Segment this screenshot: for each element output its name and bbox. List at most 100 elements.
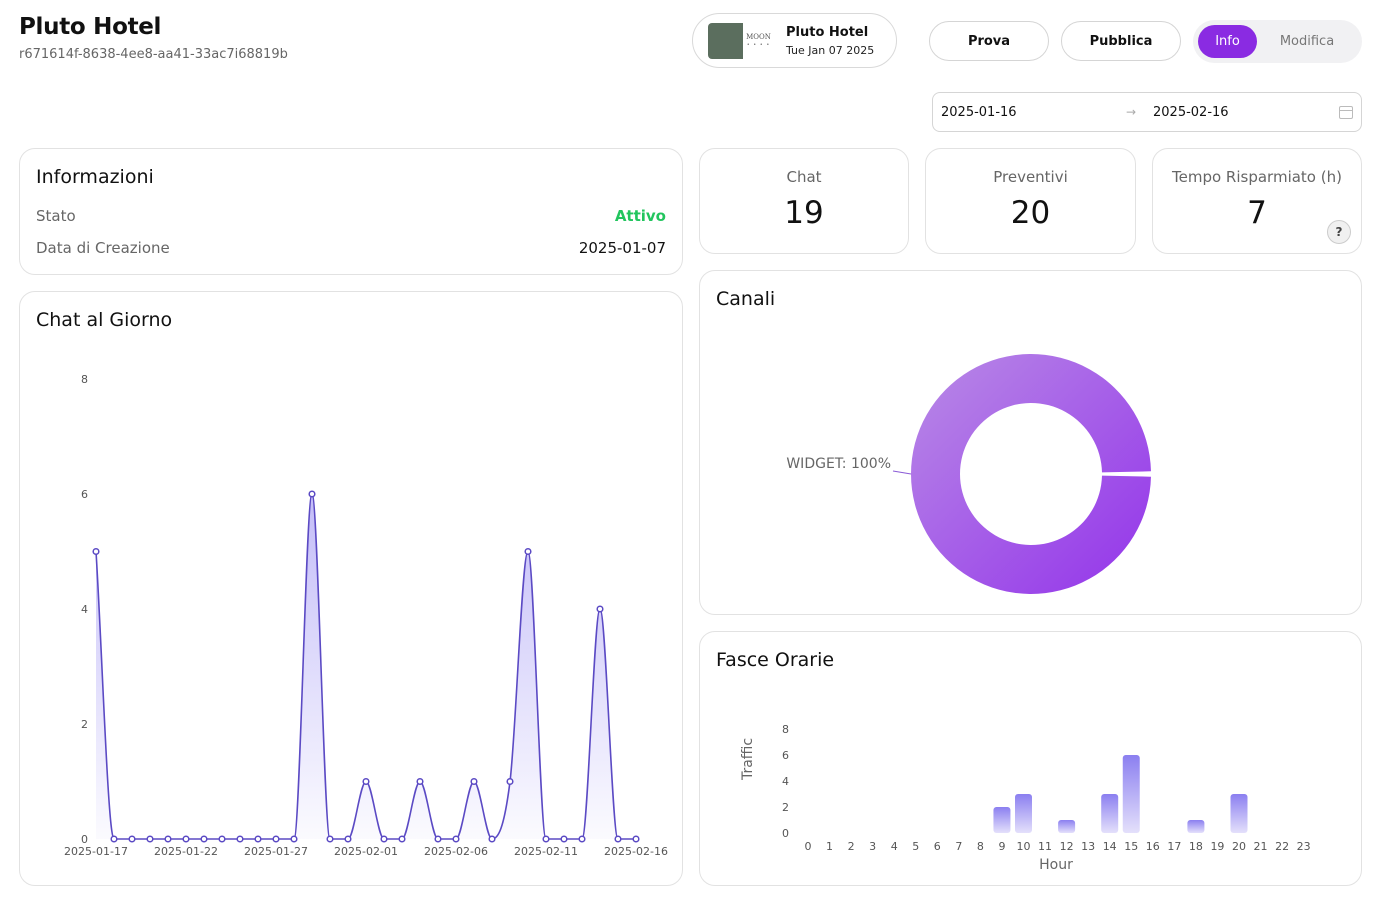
y-tick-label: 6: [81, 488, 88, 501]
chat-stat-card: Chat 19: [699, 148, 909, 254]
pubblica-button[interactable]: Pubblica: [1061, 21, 1181, 61]
data-point: [434, 835, 442, 843]
data-point: [128, 835, 136, 843]
y-tick-label: 0: [782, 827, 789, 840]
slice-label-leader: [892, 470, 912, 475]
data-point: [452, 835, 460, 843]
status-badge: Attivo: [614, 207, 666, 225]
stato-label: Stato: [36, 207, 76, 225]
x-tick-label: 13: [1081, 840, 1095, 853]
x-tick-label: 18: [1189, 840, 1203, 853]
date-range-end[interactable]: 2025-02-16: [1153, 104, 1229, 120]
traffic-bar: [1058, 820, 1076, 833]
modifica-tab[interactable]: Modifica: [1279, 34, 1335, 49]
data-point: [146, 835, 154, 843]
x-tick-label: 2025-01-22: [154, 845, 218, 858]
canali-card: Canali WIDGET: 100%: [699, 270, 1362, 615]
y-tick-label: 8: [782, 723, 789, 736]
data-point: [272, 835, 280, 843]
preventivi-stat-label: Preventivi: [993, 168, 1068, 186]
calendar-icon[interactable]: [1339, 105, 1353, 119]
prova-button[interactable]: Prova: [929, 21, 1049, 61]
y-tick-label: 4: [782, 775, 789, 788]
data-point: [560, 835, 568, 843]
x-tick-label: 20: [1232, 840, 1246, 853]
x-tick-label: 0: [805, 840, 812, 853]
tempo-stat-label: Tempo Risparmiato (h): [1172, 168, 1342, 186]
traffic-bar: [1230, 794, 1248, 833]
data-point: [488, 835, 496, 843]
x-tick-label: 11: [1038, 840, 1052, 853]
x-tick-label: 1: [826, 840, 833, 853]
x-tick-label: 21: [1254, 840, 1268, 853]
hotel-logo-text: MOON: [746, 32, 771, 41]
traffic-bar: [1101, 794, 1119, 833]
x-tick-label: 8: [977, 840, 984, 853]
data-point: [92, 547, 100, 556]
x-tick-label: 7: [955, 840, 962, 853]
chat-stat-value: 19: [784, 195, 824, 231]
y-tick-label: 6: [782, 749, 789, 762]
hotel-name: Pluto Hotel: [786, 24, 869, 40]
chat-per-day-title: Chat al Giorno: [36, 309, 173, 331]
hotel-logo-icon: MOON • • • •: [743, 22, 774, 59]
y-tick-label: 4: [81, 603, 88, 616]
y-axis-label: Traffic: [740, 738, 756, 781]
traffic-bar: [1187, 820, 1205, 833]
donut-slice: [911, 354, 1151, 594]
hotel-date: Tue Jan 07 2025: [786, 43, 875, 57]
data-point: [380, 835, 388, 843]
data-point: [308, 490, 316, 498]
x-tick-label: 4: [891, 840, 898, 853]
stato-row: Stato Attivo: [36, 207, 666, 225]
informazioni-title: Informazioni: [36, 166, 154, 188]
x-tick-label: 2025-01-27: [244, 845, 308, 858]
canali-donut-chart: WIDGET: 100%: [786, 354, 1151, 594]
chat-per-day-card: Chat al Giorno 0 2 4 6 8 2025-01-17 2025-01-22…: [19, 291, 683, 886]
data-point: [398, 835, 406, 843]
date-range-start[interactable]: 2025-01-16: [941, 104, 1017, 120]
preventivi-stat-card: Preventivi 20: [925, 148, 1136, 254]
x-tick-label: 5: [912, 840, 919, 853]
tempo-stat-card: Tempo Risparmiato (h) 7 ?: [1152, 148, 1362, 254]
y-tick-label: 0: [81, 833, 88, 846]
x-tick-label: 9: [998, 840, 1005, 853]
help-icon[interactable]: ?: [1327, 220, 1351, 244]
data-point: [254, 835, 262, 843]
data-point: [632, 835, 640, 843]
x-tick-label: 19: [1210, 840, 1224, 853]
fasce-orarie-title: Fasce Orarie: [716, 649, 835, 671]
traffic-bar: [993, 807, 1011, 833]
x-tick-label: 2025-02-01: [334, 845, 398, 858]
x-tick-label: 10: [1017, 840, 1031, 853]
traffic-bar: [1015, 794, 1032, 833]
creazione-value: 2025-01-07: [578, 239, 666, 257]
x-tick-label: 23: [1297, 840, 1311, 853]
x-tick-label: 2025-01-17: [64, 845, 128, 858]
chat-area-fill: [96, 494, 636, 839]
x-tick-label: 12: [1060, 840, 1074, 853]
date-range-picker[interactable]: 2025-01-16 → 2025-02-16: [932, 92, 1362, 132]
data-point: [164, 835, 172, 843]
data-point: [200, 835, 208, 843]
x-tick-label: 17: [1167, 840, 1181, 853]
data-point: [110, 835, 118, 843]
data-point: [236, 835, 244, 843]
y-tick-label: 2: [782, 801, 789, 814]
thumbnail-color-block: [708, 22, 743, 59]
creazione-row: Data di Creazione 2025-01-07: [36, 239, 666, 257]
x-tick-label: 16: [1146, 840, 1160, 853]
data-point: [362, 777, 370, 786]
data-point: [578, 835, 586, 843]
x-tick-label: 14: [1103, 840, 1117, 853]
arrow-right-icon: →: [1126, 105, 1137, 119]
hotel-selector[interactable]: MOON • • • • Pluto Hotel Tue Jan 07 2025: [692, 13, 897, 68]
y-tick-label: 2: [81, 718, 88, 731]
x-tick-label: 2025-02-16: [604, 845, 668, 858]
data-point: [182, 835, 190, 843]
info-tab[interactable]: Info: [1198, 25, 1257, 58]
data-point: [506, 777, 514, 786]
data-point: [596, 605, 604, 613]
x-axis-label: Hour: [1039, 857, 1073, 873]
data-point: [326, 835, 334, 843]
